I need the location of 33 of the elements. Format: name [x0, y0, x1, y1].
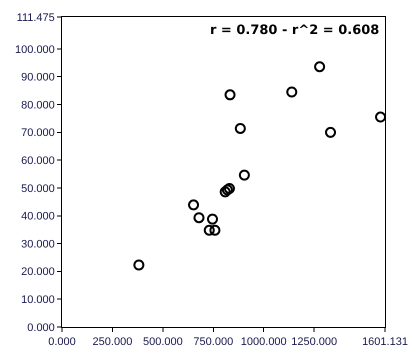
y-tick-label: 90.000: [21, 72, 55, 84]
point: [204, 224, 215, 236]
point: [188, 199, 200, 210]
y-tick-label: 60.000: [21, 155, 55, 167]
point: [325, 126, 336, 138]
point: [224, 89, 236, 100]
y-tick-label: 50.000: [21, 182, 55, 195]
point: [234, 122, 246, 134]
x-tick-label: 500.000: [142, 336, 183, 348]
y-tick-label: 20.000: [21, 266, 55, 278]
point: [314, 61, 326, 72]
y-tick-label: 10.000: [21, 294, 55, 306]
x-tick-label: 250.000: [92, 336, 132, 348]
point: [193, 212, 204, 224]
y-tick-label: 100.000: [15, 44, 55, 56]
x-tick-label: 750.000: [193, 336, 234, 348]
x-tick-label: 1601.131: [362, 336, 408, 348]
y-tick-label: 111.475: [16, 12, 55, 24]
y-tick-label: 30.000: [21, 238, 55, 250]
y-tick-label: 70.000: [21, 127, 55, 140]
x-tick-label: 1000.000: [240, 336, 287, 348]
point: [209, 224, 220, 236]
x-tick-label: 1250.000: [291, 336, 338, 348]
point: [133, 259, 144, 270]
y-tick-label: 80.000: [21, 99, 55, 112]
point: [238, 170, 250, 181]
point: [375, 112, 386, 123]
annotation: r = 0.780 - r^2 = 0.608: [210, 23, 380, 38]
y-tick-label: 0.000: [27, 322, 55, 334]
point: [206, 214, 218, 225]
y-tick-label: 40.000: [21, 210, 55, 223]
x-tick-label: 0.000: [48, 336, 76, 348]
point: [286, 86, 298, 98]
